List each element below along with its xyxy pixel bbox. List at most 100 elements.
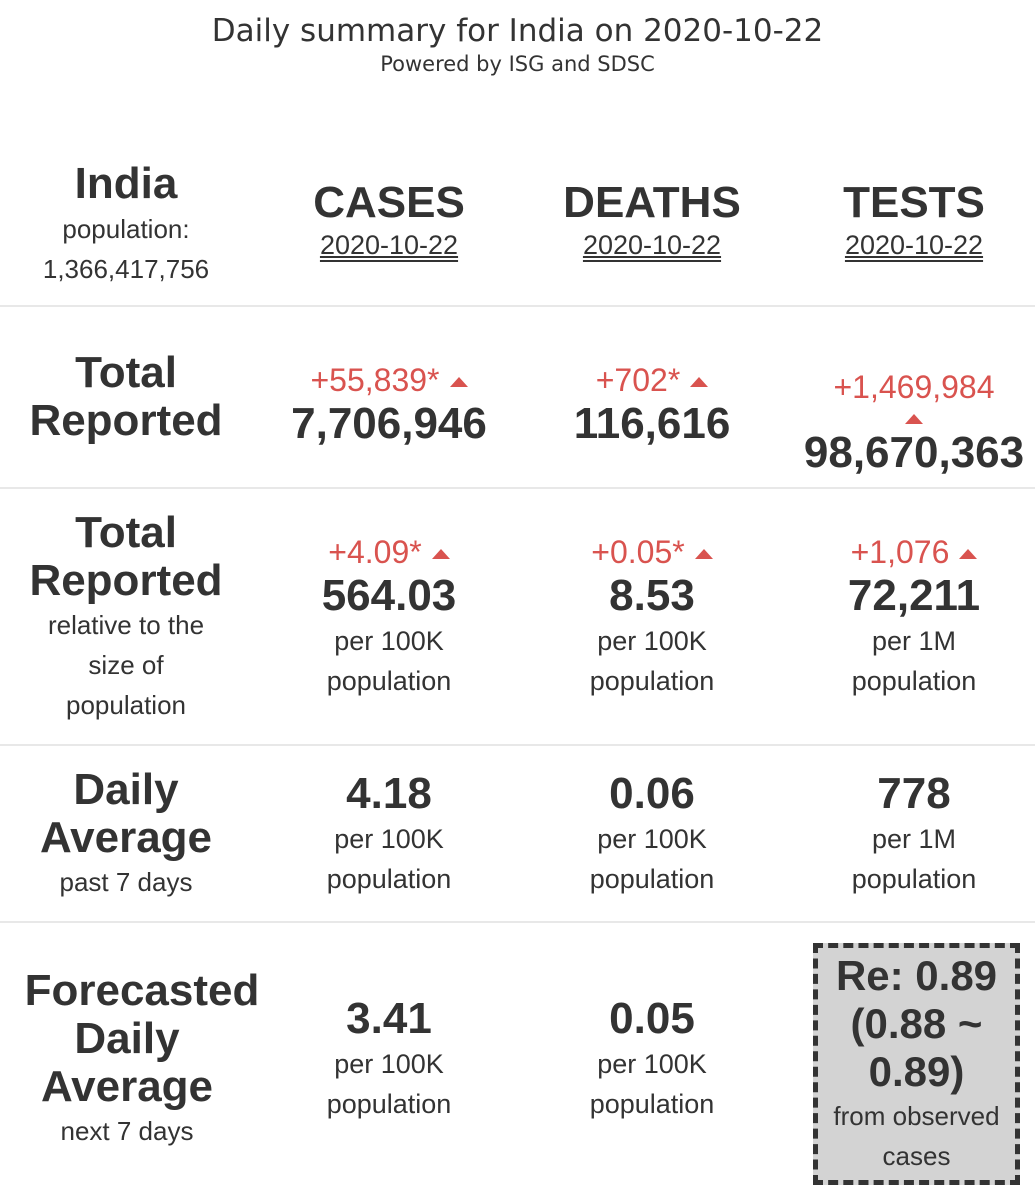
daily-average-row: Daily Average past 7 days 4.18 per 100K … <box>0 746 1035 923</box>
page-header: Daily summary for India on 2020-10-22 Po… <box>0 12 1035 78</box>
row-sublabel-line: next 7 days <box>60 1116 194 1146</box>
daily-average-label: Daily Average past 7 days <box>0 746 252 921</box>
country-name: India <box>74 159 178 208</box>
row-label-line: Total <box>75 348 177 397</box>
cases-relative-delta: +4.09* <box>328 533 450 571</box>
re-source: from observed <box>833 1101 1000 1131</box>
deaths-delta: +702* <box>596 361 709 399</box>
tests-column-date: 2020-10-22 <box>844 230 984 260</box>
cases-column-title: CASES <box>313 178 465 227</box>
tests-relative-delta-text: +1,076 <box>850 533 950 570</box>
row-label-line: Total <box>75 507 177 557</box>
page-subtitle: Powered by ISG and SDSC <box>380 52 655 76</box>
cases-delta-text: +55,839* <box>310 362 440 398</box>
deaths-relative-unit: per 100K <box>597 625 707 656</box>
up-arrow-icon <box>905 414 923 424</box>
deaths-relative-unit2: population <box>589 665 715 696</box>
row-label-line: Reported <box>29 396 223 445</box>
re-interval-start: (0.88 ~ <box>850 1000 983 1047</box>
tests-relative-unit2: population <box>851 665 977 696</box>
total-reported-label: Total Reported <box>0 307 252 487</box>
relative-deaths-cell: +0.05* 8.53 per 100K population <box>521 489 783 764</box>
cases-relative-unit2: population <box>326 665 452 696</box>
row-label-line: Daily <box>74 1014 180 1063</box>
deaths-relative-delta-text: +0.05* <box>591 533 685 570</box>
row-label-line: Average <box>40 1062 214 1111</box>
column-header-row: India population: 1,366,417,756 CASES 20… <box>0 135 1035 307</box>
page-title: Daily summary for India on 2020-10-22 <box>211 13 824 49</box>
population-label: population: <box>62 214 190 244</box>
total-reported-row: Total Reported +55,839* 7,706,946 +702* … <box>0 307 1035 489</box>
total-tests-cell: +1,469,984 98,670,363 <box>784 307 1035 513</box>
re-source2: cases <box>882 1141 951 1171</box>
daily-cases-value: 4.18 <box>346 768 432 818</box>
forecast-deaths-value: 0.05 <box>609 994 695 1043</box>
deaths-column-title: DEATHS <box>563 178 741 227</box>
tests-column-title: TESTS <box>843 178 985 227</box>
row-sublabel-line: size of <box>88 649 164 680</box>
daily-deaths-cell: 0.06 per 100K population <box>521 746 783 921</box>
row-label-line: Daily <box>73 764 179 814</box>
row-label-line: Forecasted <box>24 966 260 1015</box>
location-cell: India population: 1,366,417,756 <box>0 135 252 309</box>
daily-cases-cell: 4.18 per 100K population <box>258 746 520 921</box>
row-sublabel-line: relative to the <box>47 609 205 640</box>
tests-relative-delta: +1,076 <box>851 533 978 571</box>
deaths-relative-delta: +0.05* <box>591 533 713 571</box>
population-value: 1,366,417,756 <box>42 254 210 284</box>
forecast-cases-cell: 3.41 per 100K population <box>258 923 520 1201</box>
daily-deaths-unit: per 100K <box>597 823 707 854</box>
tests-relative-value: 72,211 <box>847 570 981 620</box>
total-deaths-cell: +702* 116,616 <box>521 307 783 495</box>
daily-tests-unit: per 1M <box>871 823 957 854</box>
cases-relative-value: 564.03 <box>321 570 457 620</box>
cases-delta: +55,839* <box>310 361 468 399</box>
cases-relative-delta-text: +4.09* <box>328 533 422 570</box>
relative-tests-cell: +1,076 72,211 per 1M population <box>784 489 1035 764</box>
cases-relative-unit: per 100K <box>334 625 444 656</box>
daily-cases-unit2: population <box>326 863 452 894</box>
forecast-deaths-unit: per 100K <box>597 1049 707 1079</box>
forecast-label: Forecasted Daily Average next 7 days <box>8 923 276 1195</box>
row-label-line: Average <box>39 812 213 862</box>
forecast-deaths-cell: 0.05 per 100K population <box>521 923 783 1201</box>
daily-deaths-unit2: population <box>589 863 715 894</box>
tests-delta: +1,469,984 <box>833 369 995 405</box>
daily-tests-cell: 778 per 1M population <box>784 746 1035 921</box>
cases-header: CASES 2020-10-22 <box>258 135 520 305</box>
total-deaths-value: 116,616 <box>573 399 731 448</box>
row-sublabel-line: past 7 days <box>59 866 193 897</box>
daily-cases-unit: per 100K <box>334 823 444 854</box>
re-value: Re: 0.89 <box>835 952 998 999</box>
up-arrow-icon <box>431 548 450 559</box>
re-estimate-box: Re: 0.89 (0.88 ~ 0.89) from observed cas… <box>813 943 1020 1185</box>
up-arrow-icon <box>694 548 713 559</box>
forecast-cases-unit: per 100K <box>334 1049 444 1079</box>
deaths-relative-value: 8.53 <box>609 570 695 620</box>
up-arrow-icon <box>959 548 978 559</box>
re-interval-end: 0.89) <box>868 1048 965 1095</box>
row-sublabel-line: population <box>66 689 186 720</box>
row-label-line: Reported <box>29 555 223 605</box>
daily-tests-value: 778 <box>877 768 951 818</box>
cases-column-date: 2020-10-22 <box>319 230 459 260</box>
deaths-column-date: 2020-10-22 <box>582 230 722 260</box>
deaths-delta-text: +702* <box>595 362 681 398</box>
total-cases-cell: +55,839* 7,706,946 <box>258 307 520 495</box>
up-arrow-icon <box>449 377 468 387</box>
forecast-row: Forecasted Daily Average next 7 days 3.4… <box>0 923 1035 1195</box>
daily-tests-unit2: population <box>851 863 977 894</box>
total-cases-value: 7,706,946 <box>291 399 487 448</box>
tests-header: TESTS 2020-10-22 <box>784 135 1035 305</box>
relative-row: Total Reported relative to the size of p… <box>0 489 1035 746</box>
forecast-cases-unit2: population <box>326 1089 452 1119</box>
forecast-deaths-unit2: population <box>589 1089 715 1119</box>
tests-relative-unit: per 1M <box>871 625 957 656</box>
deaths-header: DEATHS 2020-10-22 <box>521 135 783 305</box>
up-arrow-icon <box>690 377 709 387</box>
daily-deaths-value: 0.06 <box>609 768 695 818</box>
forecast-cases-value: 3.41 <box>346 994 432 1043</box>
total-tests-value: 98,670,363 <box>803 428 1025 477</box>
relative-cases-cell: +4.09* 564.03 per 100K population <box>258 489 520 764</box>
relative-label: Total Reported relative to the size of p… <box>0 489 252 744</box>
